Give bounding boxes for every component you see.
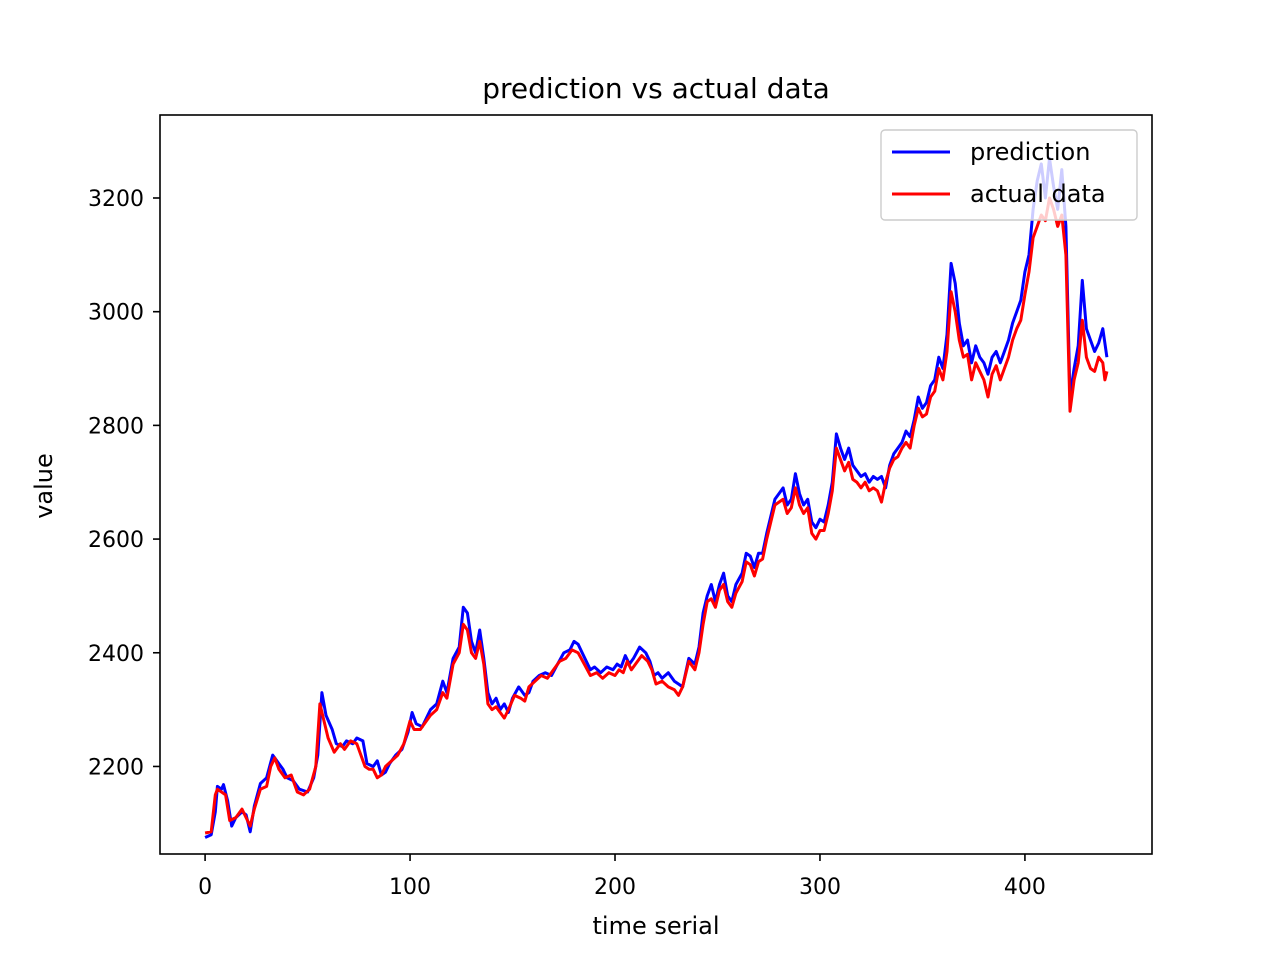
y-tick-label: 2800 [88,414,144,439]
x-axis-title: time serial [592,912,719,940]
x-axis: 0 100 200 300 400 [198,854,1046,900]
y-tick-label: 2400 [88,642,144,667]
legend-label-prediction: prediction [970,138,1090,166]
y-tick-label: 3200 [88,187,144,212]
legend-label-actual-data: actual data [970,180,1106,208]
y-axis: 2200 2400 2600 2800 3000 3200 [88,187,160,780]
plot-frame [159,114,1153,855]
series-layer [204,156,1109,839]
legend: prediction actual data [880,129,1138,221]
chart-title: prediction vs actual data [482,72,830,105]
series-line-actual-data [204,196,1109,835]
x-tick-label: 400 [1004,875,1046,900]
y-axis-title: value [30,453,58,519]
y-tick-label: 2200 [88,755,144,780]
x-tick-label: 300 [799,875,841,900]
y-tick-label: 2600 [88,528,144,553]
x-tick-label: 100 [389,875,431,900]
y-tick-label: 3000 [88,301,144,326]
x-tick-label: 200 [594,875,636,900]
x-tick-label: 0 [198,875,212,900]
